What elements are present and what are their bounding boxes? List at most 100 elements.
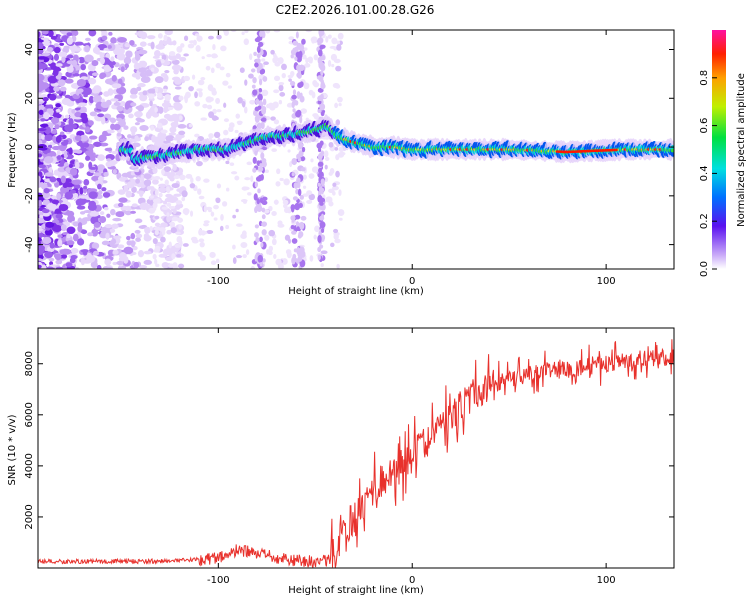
heatmap-cell	[58, 203, 69, 212]
heatmap-cell	[213, 217, 218, 221]
heatmap-cell	[104, 224, 113, 229]
heatmap-cell	[318, 167, 322, 174]
heatmap-cell	[112, 217, 122, 222]
heatmap-cell	[47, 104, 54, 109]
heatmap-cell	[109, 228, 116, 233]
heatmap-cell	[290, 70, 295, 77]
heatmap-cell	[110, 98, 119, 102]
heatmap-cell	[319, 244, 324, 249]
heatmap-cell	[164, 69, 170, 74]
heatmap-cell	[281, 63, 287, 71]
heatmap-cell	[99, 211, 105, 216]
heatmap-cell	[325, 196, 333, 203]
heatmap-cell	[41, 264, 47, 269]
heatmap-cell	[125, 190, 132, 198]
heatmap-cell	[144, 69, 153, 77]
heatmap-cell	[40, 182, 48, 190]
heatmap-cell	[259, 50, 264, 56]
heatmap-cell	[319, 140, 324, 146]
heatmap-cell	[282, 199, 289, 205]
heatmap-cell	[126, 240, 132, 246]
heatmap-cell	[53, 86, 60, 92]
heatmap-cell	[59, 249, 69, 255]
colorbar-tick-label: 0.4	[699, 165, 710, 181]
heatmap-cell	[311, 91, 316, 99]
heatmap-cell	[333, 228, 339, 234]
heatmap-cell	[235, 208, 239, 213]
heatmap-cell	[139, 202, 150, 210]
heatmap-cell	[131, 72, 140, 78]
heatmap-cell	[42, 212, 50, 217]
heatmap-cell	[163, 88, 168, 92]
heatmap-cell	[140, 224, 147, 229]
heatmap-cell	[171, 64, 182, 71]
heatmap-cell	[164, 30, 173, 36]
heatmap-cell	[160, 236, 166, 243]
heatmap-cell	[139, 125, 149, 132]
heatmap-cell	[75, 149, 83, 154]
heatmap-cell	[264, 169, 269, 174]
heatmap-cell	[261, 207, 266, 213]
heatmap-cell	[97, 176, 105, 181]
heatmap-cell	[135, 237, 141, 242]
heatmap-cell	[225, 224, 230, 230]
colorbar-tick-label: 0.8	[699, 70, 710, 86]
heatmap-cell	[232, 244, 236, 250]
heatmap-cell	[210, 260, 217, 266]
heatmap-cell	[134, 169, 140, 173]
heatmap-cell	[79, 211, 86, 215]
heatmap-cell	[149, 100, 153, 107]
heatmap-cell	[334, 102, 339, 109]
heatmap-cell	[107, 45, 112, 49]
heatmap-cell	[73, 183, 81, 190]
heatmap-cell	[134, 229, 141, 234]
heatmap-cell	[289, 161, 293, 168]
heatmap-cell	[302, 174, 307, 180]
heatmap-cell	[118, 252, 127, 260]
heatmap-cell	[76, 201, 82, 206]
heatmap-cell	[53, 43, 60, 47]
heatmap-cell	[286, 206, 292, 214]
heatmap-cell	[164, 179, 169, 186]
heatmap-cell	[149, 215, 153, 219]
heatmap-cell	[89, 210, 100, 217]
heatmap-cell	[85, 37, 91, 42]
heatmap-cell	[275, 258, 282, 266]
heatmap-cell	[192, 39, 197, 46]
heatmap-cell	[85, 155, 91, 161]
snr-x-label: Height of straight line (km)	[288, 585, 424, 596]
heatmap-cell	[279, 177, 284, 182]
heatmap-cell	[254, 98, 260, 105]
heatmap-cell	[89, 166, 97, 170]
heatmap-cell	[235, 255, 243, 259]
snr-series-line	[38, 339, 674, 568]
heatmap-cell	[263, 61, 269, 65]
heatmap-cell	[137, 105, 144, 112]
heatmap-cell	[225, 72, 231, 78]
heatmap-cell	[163, 200, 168, 205]
heatmap-cell	[272, 101, 279, 109]
heatmap-cell	[161, 261, 169, 269]
heatmap-cell	[183, 35, 189, 42]
heatmap-cell	[294, 214, 301, 220]
heatmap-cell	[227, 85, 233, 89]
heatmap-cell	[60, 175, 66, 184]
heatmap-cell	[153, 138, 163, 142]
heatmap-cell	[168, 206, 176, 210]
heatmap-cell	[297, 233, 302, 239]
heatmap-cell	[112, 261, 118, 266]
heatmap-cell	[328, 201, 334, 207]
heatmap-cell	[38, 109, 44, 116]
heatmap-cell	[202, 103, 208, 109]
heatmap-cell	[330, 53, 338, 61]
heatmap-cell	[335, 119, 341, 126]
heatmap-cell	[271, 210, 277, 216]
heatmap-cell	[167, 106, 174, 111]
heatmap-cell	[299, 92, 303, 98]
heatmap-cell	[82, 43, 91, 47]
heatmap-cell	[60, 186, 70, 194]
heatmap-cell	[261, 158, 267, 164]
heatmap-cell	[174, 78, 182, 85]
heatmap-cell	[38, 42, 44, 50]
heatmap-cell	[335, 170, 340, 178]
